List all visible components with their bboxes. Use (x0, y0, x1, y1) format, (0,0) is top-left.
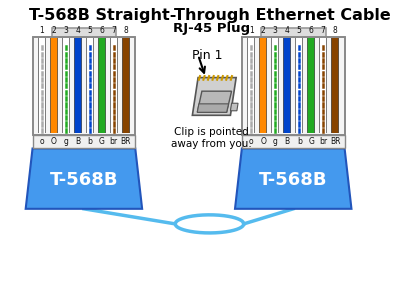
Bar (242, 37, 344, 135)
Text: B: B (75, 137, 80, 146)
Polygon shape (235, 148, 352, 209)
Polygon shape (197, 91, 232, 112)
Text: Pin 1: Pin 1 (192, 49, 223, 62)
Text: 4: 4 (285, 26, 290, 35)
Bar (33, 37, 135, 135)
Text: T-568B: T-568B (259, 171, 328, 189)
Polygon shape (192, 78, 236, 115)
Text: 5: 5 (297, 26, 302, 35)
Text: BR: BR (121, 137, 131, 146)
Text: 4: 4 (75, 26, 80, 35)
Polygon shape (230, 103, 238, 111)
Text: 7: 7 (111, 26, 116, 35)
Bar (33, 37, 135, 135)
Polygon shape (26, 148, 142, 209)
Text: 8: 8 (124, 26, 128, 35)
Text: 5: 5 (88, 26, 92, 35)
Text: 1: 1 (40, 26, 44, 35)
Text: G: G (99, 137, 105, 146)
Text: G: G (308, 137, 314, 146)
Text: O: O (260, 137, 266, 146)
Text: RJ-45 Plug: RJ-45 Plug (173, 22, 250, 35)
Text: 8: 8 (333, 26, 337, 35)
Polygon shape (197, 104, 228, 112)
Text: 1: 1 (249, 26, 254, 35)
Text: Clip is pointed
away from you.: Clip is pointed away from you. (171, 127, 252, 149)
Text: 6: 6 (309, 26, 313, 35)
Bar (33, 135, 135, 148)
Text: B: B (285, 137, 290, 146)
Bar (242, 135, 344, 148)
Text: T-568B: T-568B (50, 171, 118, 189)
Text: g: g (273, 137, 278, 146)
Text: 3: 3 (273, 26, 278, 35)
Text: br: br (319, 137, 327, 146)
Text: b: b (297, 137, 302, 146)
Text: 2: 2 (52, 26, 57, 35)
Text: g: g (64, 137, 68, 146)
Text: 3: 3 (64, 26, 68, 35)
Bar (52, 28, 116, 37)
Text: T-568B Straight-Through Ethernet Cable: T-568B Straight-Through Ethernet Cable (28, 8, 391, 23)
Bar (261, 28, 326, 37)
Text: 6: 6 (99, 26, 104, 35)
Text: o: o (40, 137, 44, 146)
Text: br: br (110, 137, 118, 146)
Text: o: o (249, 137, 253, 146)
Text: 7: 7 (321, 26, 326, 35)
Text: O: O (51, 137, 57, 146)
Bar (242, 37, 344, 135)
Text: b: b (88, 137, 92, 146)
Text: BR: BR (330, 137, 340, 146)
Text: 2: 2 (261, 26, 266, 35)
